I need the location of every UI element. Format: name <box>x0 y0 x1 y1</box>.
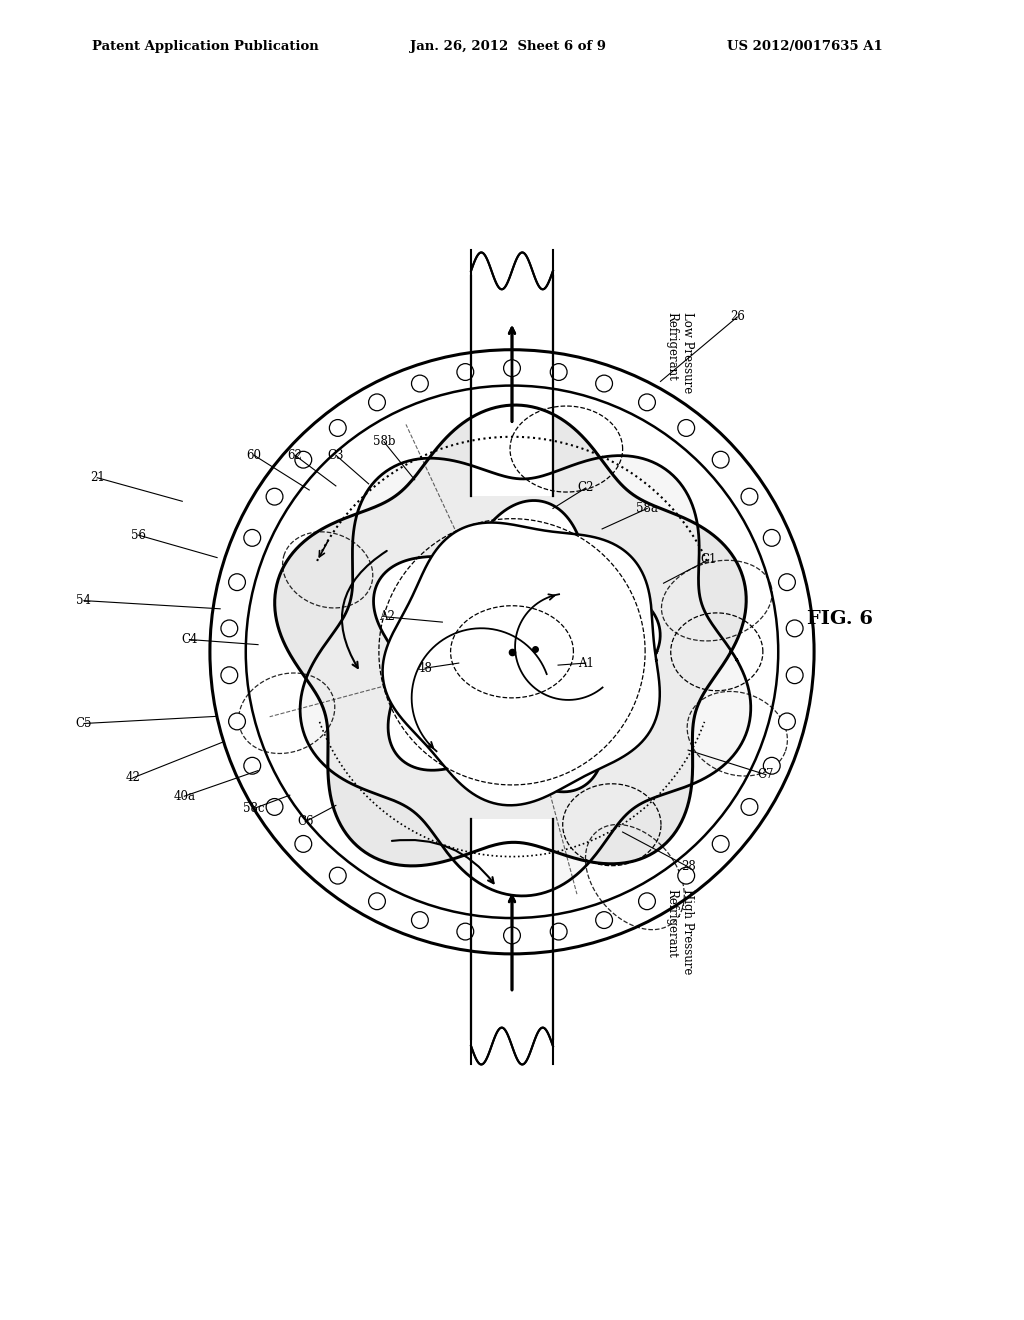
Circle shape <box>295 451 311 469</box>
Circle shape <box>266 799 283 816</box>
Circle shape <box>504 927 520 944</box>
Circle shape <box>639 393 655 411</box>
Text: High Pressure
Refrigerant: High Pressure Refrigerant <box>666 888 693 974</box>
Circle shape <box>369 393 385 411</box>
Circle shape <box>678 867 694 884</box>
Circle shape <box>596 912 612 928</box>
Circle shape <box>457 923 474 940</box>
Text: 58c: 58c <box>244 803 264 814</box>
Circle shape <box>713 451 729 469</box>
Text: A2: A2 <box>379 610 395 623</box>
Circle shape <box>457 363 474 380</box>
Circle shape <box>741 799 758 816</box>
Text: 42: 42 <box>126 771 140 784</box>
Circle shape <box>550 923 567 940</box>
Text: C3: C3 <box>328 449 344 462</box>
Circle shape <box>244 758 261 774</box>
Circle shape <box>228 713 246 730</box>
Text: 62: 62 <box>288 449 302 462</box>
Circle shape <box>678 420 694 437</box>
Text: FIG. 6: FIG. 6 <box>807 610 872 628</box>
Circle shape <box>504 360 520 376</box>
Text: 58a: 58a <box>636 502 658 515</box>
Polygon shape <box>471 251 553 496</box>
Text: 26: 26 <box>730 310 744 323</box>
Circle shape <box>412 375 428 392</box>
Circle shape <box>266 488 283 506</box>
Text: 48: 48 <box>418 661 432 675</box>
Polygon shape <box>274 405 746 866</box>
Circle shape <box>210 350 814 954</box>
Circle shape <box>778 713 796 730</box>
Circle shape <box>412 912 428 928</box>
Text: Jan. 26, 2012  Sheet 6 of 9: Jan. 26, 2012 Sheet 6 of 9 <box>410 40 605 53</box>
Polygon shape <box>471 818 553 1064</box>
Circle shape <box>741 488 758 506</box>
Polygon shape <box>471 329 553 496</box>
Circle shape <box>221 620 238 636</box>
Polygon shape <box>300 455 751 896</box>
Text: 54: 54 <box>77 594 91 607</box>
Text: 56: 56 <box>131 528 145 541</box>
Text: 28: 28 <box>681 861 695 874</box>
Circle shape <box>550 363 567 380</box>
Text: C7: C7 <box>758 768 774 781</box>
Circle shape <box>221 667 238 684</box>
Text: C6: C6 <box>297 816 313 828</box>
Text: C1: C1 <box>700 553 717 566</box>
Circle shape <box>596 375 612 392</box>
Text: 40a: 40a <box>173 789 196 803</box>
Circle shape <box>330 867 346 884</box>
Circle shape <box>786 620 803 636</box>
Text: 21: 21 <box>90 471 104 484</box>
Text: 60: 60 <box>247 449 261 462</box>
Circle shape <box>713 836 729 853</box>
Circle shape <box>763 529 780 546</box>
Text: 58b: 58b <box>373 436 395 449</box>
Circle shape <box>295 836 311 853</box>
Circle shape <box>228 574 246 590</box>
Polygon shape <box>471 818 553 974</box>
Text: US 2012/0017635 A1: US 2012/0017635 A1 <box>727 40 883 53</box>
Circle shape <box>763 758 780 774</box>
Circle shape <box>778 574 796 590</box>
Polygon shape <box>383 523 659 805</box>
Circle shape <box>786 667 803 684</box>
Circle shape <box>330 420 346 437</box>
Circle shape <box>369 892 385 909</box>
Circle shape <box>244 529 261 546</box>
Polygon shape <box>374 500 660 792</box>
Text: A1: A1 <box>578 656 594 669</box>
Text: C5: C5 <box>76 717 92 730</box>
Circle shape <box>639 892 655 909</box>
Text: Patent Application Publication: Patent Application Publication <box>92 40 318 53</box>
Text: Low Pressure
Refrigerant: Low Pressure Refrigerant <box>666 312 693 393</box>
Text: C4: C4 <box>181 634 198 645</box>
Text: C2: C2 <box>578 482 594 495</box>
